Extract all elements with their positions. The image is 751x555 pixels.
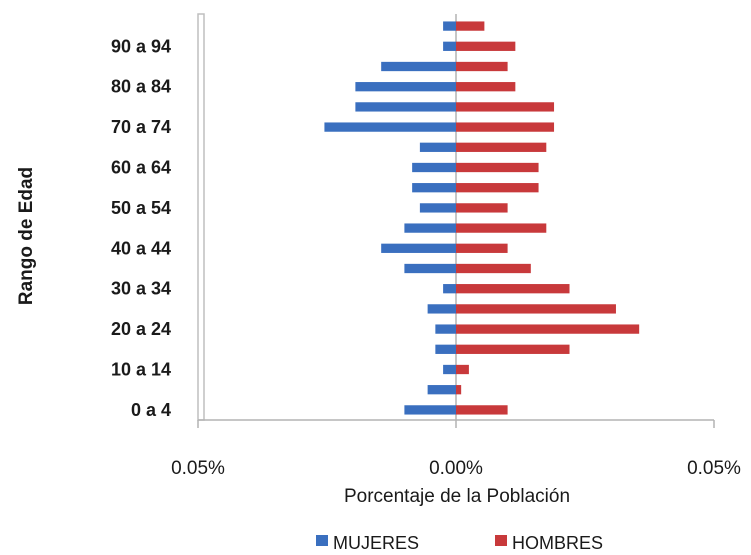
bar-hombres-0-a-4	[456, 405, 508, 415]
category-label: 50 a 54	[111, 198, 171, 218]
bar-mujeres-85-a-89	[381, 61, 456, 72]
category-label: 90 a 94	[111, 36, 171, 56]
bar-hombres-50-a-54	[456, 203, 508, 213]
bar-hombres-95-plus	[456, 21, 485, 31]
bar-mujeres-95-plus	[443, 21, 456, 31]
bar-hombres-45-a-49	[456, 223, 547, 233]
x-tick-label-right: 0.05%	[687, 458, 741, 479]
bar-hombres-15-a-19	[456, 344, 570, 354]
bar-hombres-70-a-74	[456, 122, 555, 132]
category-label: 70 a 74	[111, 117, 171, 137]
bar-hombres-85-a-89	[456, 61, 508, 72]
bar-hombres-5-a-9	[456, 385, 462, 395]
bar-mujeres-50-a-54	[419, 203, 456, 213]
bar-mujeres-80-a-84	[355, 82, 456, 92]
bar-hombres-55-a-59	[456, 183, 539, 193]
bar-hombres-40-a-44	[456, 243, 508, 253]
x-tick-label-left: 0.05%	[171, 458, 225, 479]
bar-hombres-60-a-64	[456, 162, 539, 173]
bar-mujeres-15-a-19	[435, 344, 456, 354]
category-label: 60 a 64	[111, 158, 171, 178]
bar-hombres-20-a-24	[456, 324, 640, 334]
bar-mujeres-25-a-29	[427, 304, 456, 314]
bar-mujeres-0-a-4	[404, 405, 456, 415]
bar-mujeres-20-a-24	[435, 324, 456, 334]
y-axis-title: Rango de Edad	[16, 167, 37, 305]
category-label: 0 a 4	[131, 400, 171, 420]
bar-mujeres-70-a-74	[324, 122, 456, 132]
category-label: 30 a 34	[111, 279, 171, 299]
bar-mujeres-75-a-79	[355, 102, 456, 112]
category-label: 80 a 84	[111, 77, 171, 97]
bar-mujeres-45-a-49	[404, 223, 456, 233]
plot-area-left-border	[197, 13, 205, 421]
bar-hombres-90-a-94	[456, 41, 516, 51]
x-tick-label-center: 0.00%	[429, 458, 483, 479]
bar-mujeres-90-a-94	[443, 41, 456, 51]
category-label: 20 a 24	[111, 319, 171, 339]
legend-label-mujeres: MUJERES	[333, 533, 419, 553]
bar-mujeres-40-a-44	[381, 243, 456, 253]
bar-hombres-25-a-29	[456, 304, 616, 314]
bars-group	[324, 21, 640, 415]
bar-mujeres-65-a-69	[419, 142, 456, 152]
legend-swatch-hombres	[495, 535, 507, 546]
legend-label-hombres: HOMBRES	[512, 533, 603, 553]
legend-swatch-mujeres	[316, 535, 328, 546]
bar-hombres-75-a-79	[456, 102, 555, 112]
bar-mujeres-35-a-39	[404, 263, 456, 274]
bar-hombres-65-a-69	[456, 142, 547, 152]
bar-mujeres-60-a-64	[412, 162, 456, 173]
bar-hombres-30-a-34	[456, 284, 570, 294]
category-labels-group: 0 a 4 10 a 14 20 a 24 30 a 34 40 a 44 50 a 54…	[111, 36, 171, 420]
bar-hombres-35-a-39	[456, 263, 531, 274]
x-axis-title: Porcentaje de la Población	[344, 486, 570, 507]
bar-mujeres-30-a-34	[443, 284, 456, 294]
category-label: 10 a 14	[111, 360, 171, 380]
bar-mujeres-10-a-14	[443, 364, 456, 375]
category-label: 40 a 44	[111, 238, 171, 258]
bar-hombres-10-a-14	[456, 364, 469, 375]
bar-hombres-80-a-84	[456, 82, 516, 92]
legend: MUJERES HOMBRES	[316, 533, 603, 553]
bar-mujeres-55-a-59	[412, 183, 456, 193]
bar-mujeres-5-a-9	[427, 385, 456, 395]
